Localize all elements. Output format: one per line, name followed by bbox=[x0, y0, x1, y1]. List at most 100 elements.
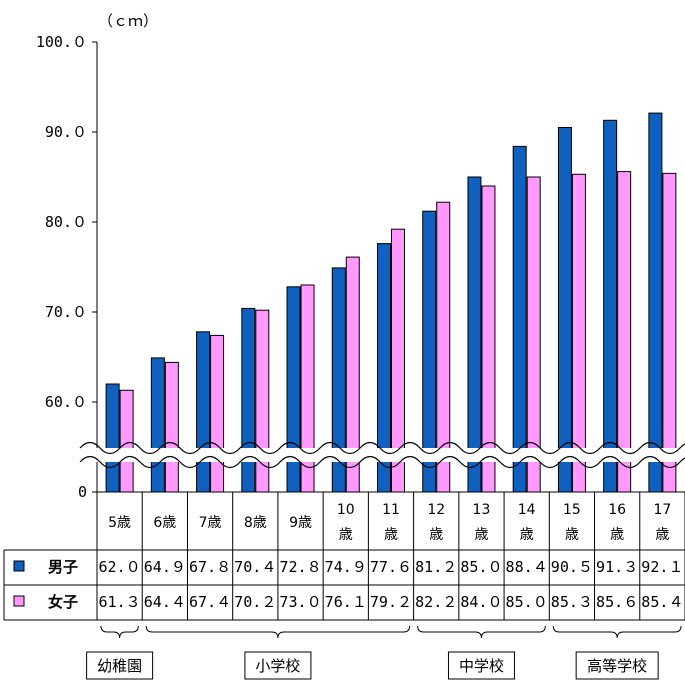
category-label: 11 bbox=[382, 502, 400, 518]
bar-girls bbox=[210, 334, 225, 493]
data-label: 77.６ bbox=[370, 558, 412, 576]
bar-boys bbox=[603, 119, 618, 493]
y-tick-label: 90.０ bbox=[45, 123, 87, 141]
category-label: 歳 bbox=[384, 527, 398, 543]
bar-girls bbox=[345, 256, 360, 493]
bar-girls bbox=[617, 171, 632, 493]
data-label: 85.４ bbox=[641, 593, 683, 611]
group-brace bbox=[145, 625, 411, 639]
data-label: 62.０ bbox=[99, 558, 141, 576]
axis-break-wave-top bbox=[79, 441, 685, 455]
category-label: 歳 bbox=[565, 527, 579, 543]
group-label: 小学校 bbox=[255, 657, 300, 675]
data-label: 76.１ bbox=[325, 593, 367, 611]
axis-break-wave-bottom bbox=[79, 455, 685, 469]
bar-boys bbox=[286, 286, 301, 493]
data-label: 67.８ bbox=[189, 558, 231, 576]
group-label: 幼稚園 bbox=[97, 657, 142, 675]
group-label-box bbox=[575, 651, 659, 680]
category-label: 17 bbox=[653, 502, 671, 518]
group-label-box bbox=[447, 651, 515, 680]
bar-boys bbox=[105, 383, 120, 493]
data-label: 74.９ bbox=[325, 558, 367, 576]
bar-boys bbox=[196, 331, 211, 493]
bar-girls bbox=[164, 361, 179, 493]
legend-swatch bbox=[13, 595, 25, 607]
data-label: 92.１ bbox=[641, 558, 683, 576]
bar-girls bbox=[662, 172, 677, 493]
data-label: 88.４ bbox=[506, 558, 548, 576]
group-label-box bbox=[86, 651, 154, 680]
bar-boys bbox=[512, 145, 527, 493]
y-axis-group: 100.０ 90.０ 80.０ 70.０ 60.０ 0 bbox=[36, 33, 685, 501]
y-tick-label: 70.０ bbox=[45, 303, 87, 321]
bar-girls bbox=[481, 185, 496, 493]
bar-girls bbox=[571, 173, 586, 493]
category-label: 歳 bbox=[610, 527, 624, 543]
group-brace bbox=[100, 625, 139, 639]
bars-group bbox=[105, 112, 677, 493]
category-label: 16 bbox=[608, 502, 626, 518]
legend-swatch bbox=[13, 560, 25, 572]
bar-boys bbox=[241, 307, 256, 493]
series-name: 男子 bbox=[48, 558, 78, 576]
bar-girls bbox=[526, 176, 541, 493]
bar-boys bbox=[422, 210, 437, 493]
y-tick-label: 60.０ bbox=[45, 393, 87, 411]
series-name: 女子 bbox=[48, 593, 78, 611]
data-label: 91.３ bbox=[596, 558, 638, 576]
data-label: 73.０ bbox=[279, 593, 321, 611]
data-label: 64.９ bbox=[144, 558, 186, 576]
category-label: 歳 bbox=[429, 527, 443, 543]
bar-boys bbox=[557, 127, 572, 493]
group-label: 高等学校 bbox=[587, 657, 647, 675]
group-brace bbox=[552, 625, 682, 639]
bar-boys bbox=[331, 267, 346, 493]
group-brace bbox=[417, 625, 546, 639]
axis-break bbox=[79, 441, 685, 469]
bar-boys bbox=[377, 243, 391, 493]
group-label: 中学校 bbox=[459, 657, 504, 675]
category-label: 15 bbox=[563, 502, 581, 518]
group-label-box bbox=[244, 651, 312, 680]
bar-girls bbox=[391, 228, 405, 493]
y-tick-label: 0 bbox=[78, 483, 87, 501]
school-groups: 幼稚園 小学校 中学校 高等学校 bbox=[86, 625, 682, 680]
category-label: 5歳 bbox=[108, 515, 131, 531]
data-label: 85.６ bbox=[596, 593, 638, 611]
bar-girls bbox=[119, 389, 134, 493]
data-label: 85.０ bbox=[460, 558, 502, 576]
category-label: 8歳 bbox=[244, 515, 267, 531]
category-label: 10 bbox=[337, 502, 355, 518]
category-label: 12 bbox=[427, 502, 445, 518]
data-table: 5歳 6歳 7歳 8歳 9歳 10 歳 11 歳 12 歳 13 歳 14 歳 15 歳 16 歳 17 歳男子 62.０… bbox=[3, 492, 685, 621]
data-label: 67.４ bbox=[189, 593, 231, 611]
category-label: 歳 bbox=[520, 527, 534, 543]
bar-boys bbox=[648, 112, 663, 493]
data-label: 72.８ bbox=[279, 558, 321, 576]
data-label: 70.２ bbox=[234, 593, 276, 611]
y-tick-label: 80.０ bbox=[45, 213, 87, 231]
data-label: 70.４ bbox=[234, 558, 276, 576]
data-label: 84.０ bbox=[460, 593, 502, 611]
category-label: 歳 bbox=[474, 527, 488, 543]
y-tick-label: 100.０ bbox=[36, 33, 87, 51]
data-label: 85.３ bbox=[551, 593, 593, 611]
category-label: 13 bbox=[473, 502, 491, 518]
category-label: 6歳 bbox=[153, 515, 176, 531]
bar-girls bbox=[436, 201, 451, 493]
category-label: 歳 bbox=[339, 527, 353, 543]
data-label: 90.５ bbox=[551, 558, 593, 576]
axis-break-band bbox=[80, 448, 685, 462]
data-label: 64.４ bbox=[144, 593, 186, 611]
bar-boys bbox=[150, 357, 165, 493]
bar-girls bbox=[300, 284, 315, 493]
category-label: 14 bbox=[518, 502, 536, 518]
data-label: 61.３ bbox=[99, 593, 141, 611]
category-label: 7歳 bbox=[199, 515, 222, 531]
unit-label: （ｃｍ） bbox=[98, 12, 158, 30]
category-label: 歳 bbox=[655, 527, 669, 543]
data-label: 79.２ bbox=[370, 593, 412, 611]
category-label: 9歳 bbox=[289, 515, 312, 531]
